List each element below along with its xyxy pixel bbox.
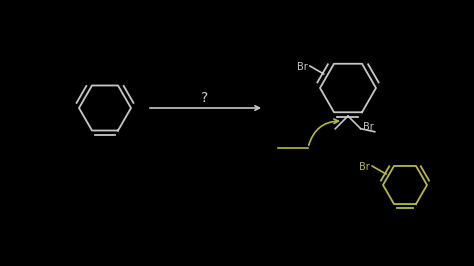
Text: Br: Br: [297, 62, 308, 72]
Text: Br: Br: [363, 122, 374, 132]
Text: Br: Br: [359, 162, 370, 172]
Text: ?: ?: [201, 91, 209, 105]
